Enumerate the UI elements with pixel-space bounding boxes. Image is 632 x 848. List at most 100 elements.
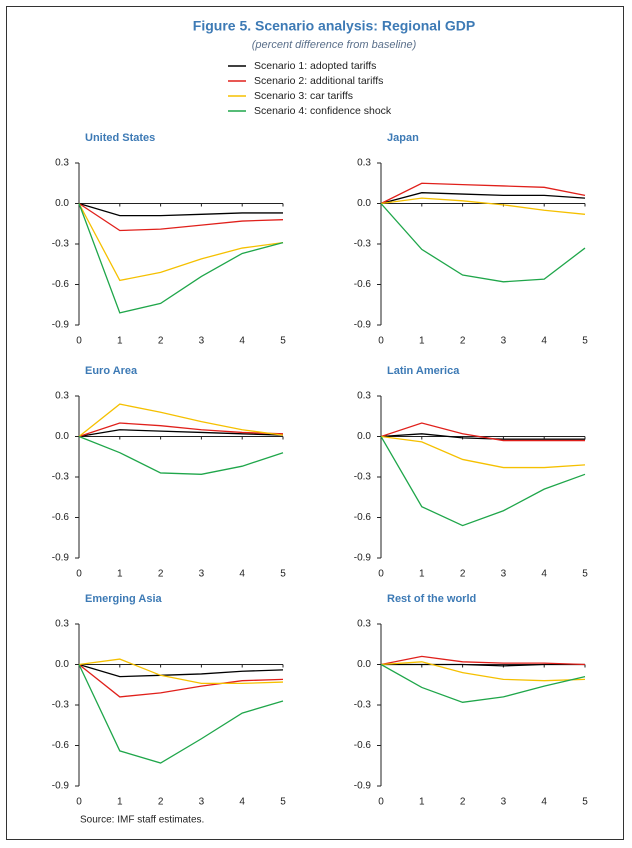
y-tick-label: 0.0 — [55, 431, 69, 442]
x-tick-label: 0 — [378, 569, 384, 580]
x-tick-label: 2 — [158, 797, 164, 808]
panel-title: Emerging Asia — [85, 593, 162, 605]
series-line — [78, 422, 284, 438]
source: Source: IMF staff estimates. — [80, 815, 204, 826]
panel-title: Latin America — [387, 365, 460, 377]
x-tick-label: 4 — [239, 797, 245, 808]
y-tick-label: -0.9 — [52, 781, 70, 792]
series-line — [78, 435, 284, 475]
x-tick-label: 0 — [76, 336, 82, 347]
panel-title: Japan — [387, 132, 419, 144]
x-tick-label: 3 — [199, 797, 205, 808]
y-tick-label: -0.6 — [52, 512, 70, 523]
series-line — [380, 192, 586, 205]
x-tick-label: 5 — [280, 336, 286, 347]
series-line — [380, 435, 586, 469]
y-tick-label: -0.9 — [52, 553, 70, 564]
y-tick-label: -0.9 — [354, 320, 372, 331]
series-line — [78, 202, 283, 217]
y-tick-label: -0.6 — [354, 740, 372, 751]
series-line — [78, 658, 284, 685]
panel-title: United States — [85, 132, 155, 144]
series-line — [380, 663, 586, 703]
y-tick-label: -0.6 — [354, 512, 372, 523]
y-tick-label: -0.3 — [354, 700, 372, 711]
y-tick-label: 0.0 — [357, 198, 371, 209]
x-tick-label: 5 — [582, 336, 588, 347]
y-tick-label: -0.3 — [52, 239, 70, 250]
y-tick-label: 0.3 — [357, 158, 371, 169]
y-tick-label: 0.0 — [357, 431, 371, 442]
series-line — [381, 663, 585, 667]
x-tick-label: 4 — [541, 569, 547, 580]
y-tick-label: 0.0 — [55, 659, 69, 670]
series-line — [78, 403, 284, 438]
series-line — [380, 422, 585, 442]
series-line — [380, 433, 585, 440]
panel-title: Euro Area — [85, 365, 138, 377]
x-tick-label: 2 — [158, 336, 164, 347]
x-tick-label: 1 — [419, 797, 425, 808]
series-line — [78, 429, 284, 438]
y-tick-label: -0.6 — [354, 279, 372, 290]
y-tick-label: -0.6 — [52, 279, 70, 290]
y-tick-label: -0.9 — [354, 781, 372, 792]
series-line — [380, 661, 586, 682]
x-tick-label: 4 — [541, 336, 547, 347]
y-tick-label: -0.9 — [354, 553, 372, 564]
x-tick-label: 1 — [117, 569, 123, 580]
x-tick-label: 5 — [582, 569, 588, 580]
legend-label: Scenario 3: car tariffs — [254, 90, 353, 102]
x-tick-label: 5 — [280, 797, 286, 808]
y-tick-label: 0.3 — [357, 391, 371, 402]
x-tick-label: 3 — [501, 797, 507, 808]
y-tick-label: 0.3 — [55, 391, 69, 402]
y-tick-label: 0.3 — [55, 619, 69, 630]
legend-label: Scenario 2: additional tariffs — [254, 75, 383, 87]
y-tick-label: 0.3 — [55, 158, 69, 169]
y-tick-label: 0.0 — [357, 659, 371, 670]
x-tick-label: 3 — [199, 569, 205, 580]
series-line — [78, 203, 284, 314]
figure-title: Figure 5. Scenario analysis: Regional GD… — [193, 18, 475, 34]
y-tick-label: -0.3 — [52, 700, 70, 711]
x-tick-label: 5 — [582, 797, 588, 808]
series-line — [380, 436, 586, 527]
x-tick-label: 3 — [199, 336, 205, 347]
x-tick-label: 1 — [419, 336, 425, 347]
legend-label: Scenario 4: confidence shock — [254, 105, 392, 117]
legend-label: Scenario 1: adopted tariffs — [254, 60, 376, 72]
y-tick-label: 0.0 — [55, 198, 69, 209]
x-tick-label: 3 — [501, 336, 507, 347]
x-tick-label: 2 — [158, 569, 164, 580]
series-line — [380, 655, 586, 666]
x-tick-label: 3 — [501, 569, 507, 580]
x-tick-label: 4 — [239, 336, 245, 347]
x-tick-label: 0 — [76, 569, 82, 580]
x-tick-label: 0 — [378, 336, 384, 347]
x-tick-label: 0 — [76, 797, 82, 808]
series-line — [78, 203, 284, 282]
x-tick-label: 2 — [460, 797, 466, 808]
y-tick-label: -0.3 — [354, 472, 372, 483]
y-tick-label: 0.3 — [357, 619, 371, 630]
y-tick-label: -0.3 — [354, 239, 372, 250]
x-tick-label: 1 — [419, 569, 425, 580]
x-tick-label: 1 — [117, 797, 123, 808]
y-tick-label: -0.6 — [52, 740, 70, 751]
series-line — [78, 202, 284, 232]
x-tick-label: 2 — [460, 569, 466, 580]
x-tick-label: 1 — [117, 336, 123, 347]
series-line — [78, 663, 284, 678]
series-line — [78, 664, 284, 764]
panel-title: Rest of the world — [387, 593, 476, 605]
x-tick-label: 2 — [460, 336, 466, 347]
y-tick-label: -0.9 — [52, 320, 70, 331]
x-tick-label: 0 — [378, 797, 384, 808]
y-tick-label: -0.3 — [52, 472, 70, 483]
figure-subtitle: (percent difference from baseline) — [252, 39, 417, 51]
x-tick-label: 4 — [541, 797, 547, 808]
x-tick-label: 5 — [280, 569, 286, 580]
series-line — [380, 197, 586, 215]
